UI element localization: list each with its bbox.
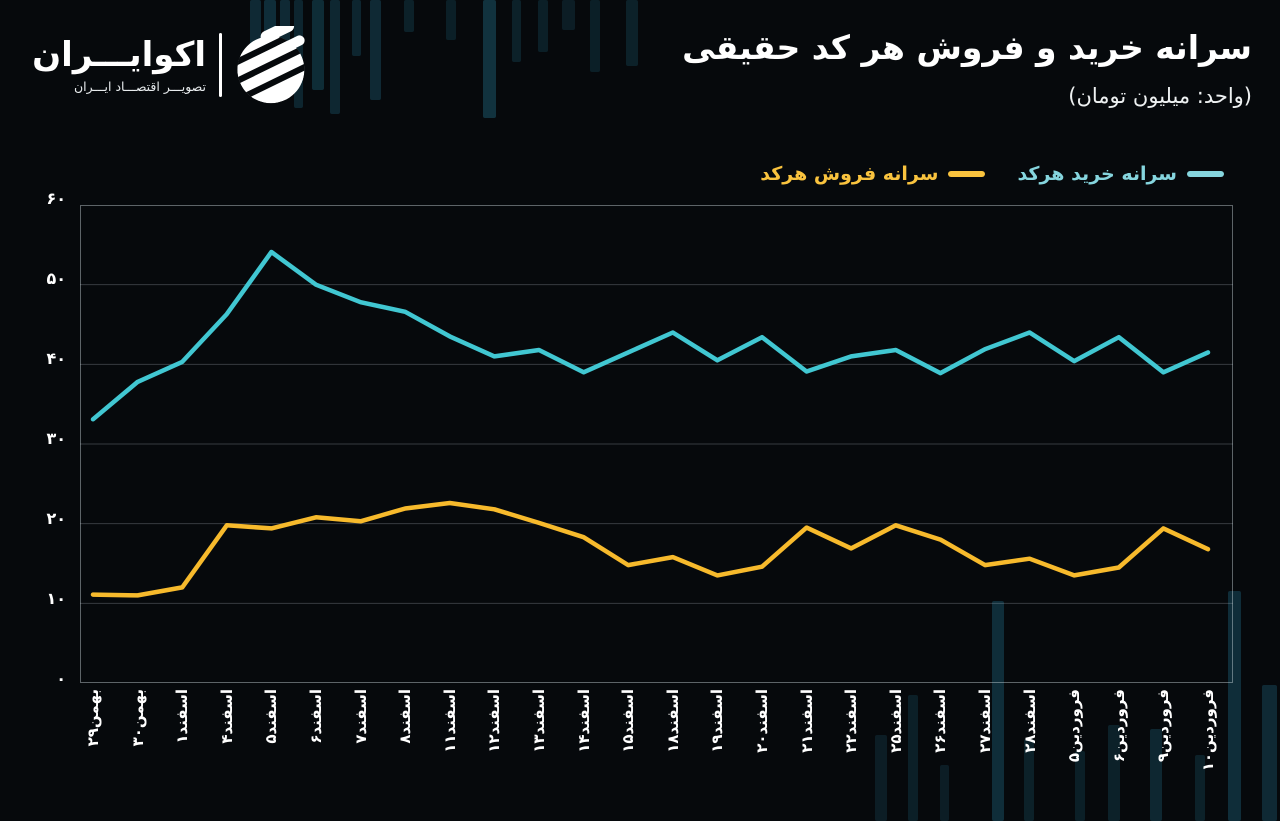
y-tick-label: ۳۰: [46, 429, 66, 448]
x-tick-label: اسفند۲۵: [886, 689, 905, 753]
logo-text-block: اکوایـــران تصویـــر اقتصـــاد ایـــران: [32, 34, 206, 95]
logo-separator: [219, 33, 222, 97]
x-tick-label: فروردین۹: [1154, 689, 1173, 763]
x-tick-label: اسفند۱: [173, 689, 192, 744]
ecoiran-logo: اکوایـــران تصویـــر اقتصـــاد ایـــران: [32, 26, 313, 104]
ecoiran-logo-icon: [237, 26, 305, 104]
x-tick-label: اسفند۱۵: [619, 689, 638, 753]
x-tick-label: فروردین۶: [1109, 689, 1128, 763]
x-tick-label: اسفند۶: [307, 689, 325, 744]
x-tick-label: فروردین۵: [1065, 689, 1084, 763]
x-tick-label: اسفند۱۱: [440, 689, 459, 753]
x-tick-label: اسفند۷: [351, 689, 370, 744]
plot-area: [80, 205, 1233, 683]
x-tick-label: اسفند۲۰: [753, 689, 771, 753]
logo-tagline: تصویـــر اقتصـــاد ایـــران: [74, 79, 206, 95]
x-tick-label: اسفند۱۲: [485, 689, 504, 753]
logo-name: اکوایـــران: [32, 34, 206, 75]
x-tick-label: اسفند۸: [396, 689, 415, 744]
legend-label-buy: سرانه خرید هرکد: [1017, 163, 1177, 185]
x-tick-label: اسفند۲۱: [797, 689, 816, 753]
x-tick-label: اسفند۵: [262, 689, 281, 744]
x-tick-label: فروردین۱۰: [1199, 689, 1217, 772]
y-tick-label: ۵۰: [46, 269, 66, 288]
buy-line-swatch: [1187, 171, 1224, 177]
title-block: سرانه خرید و فروش هر کد حقیقی (واحد: میل…: [682, 28, 1252, 108]
chart-legend: سرانه خرید هرکد سرانه فروش هرکد: [760, 163, 1224, 185]
x-tick-label: اسفند۱۹: [708, 689, 727, 753]
x-tick-label: اسفند۱۸: [663, 689, 682, 753]
x-tick-label: اسفند۱۳: [530, 689, 548, 753]
y-tick-label: ۲۰: [46, 509, 66, 528]
y-tick-label: ۱۰: [46, 589, 66, 608]
y-tick-label: ۴۰: [46, 349, 66, 368]
x-tick-label: اسفند۴: [217, 689, 236, 744]
x-tick-label: اسفند۲۶: [931, 689, 950, 753]
chart-title: سرانه خرید و فروش هر کد حقیقی: [682, 28, 1252, 67]
x-tick-label: اسفند۱۴: [574, 689, 593, 753]
line-chart: [80, 205, 1233, 683]
x-tick-label: اسفند۲۸: [1020, 689, 1039, 753]
chart-unit-subtitle: (واحد: میلیون تومان): [1068, 84, 1252, 108]
legend-item-buy: سرانه خرید هرکد: [1017, 163, 1224, 185]
y-tick-label: ۶۰: [46, 189, 66, 208]
x-tick-label: بهمن۳۰: [128, 689, 147, 747]
x-tick-label: اسفند۲۲: [842, 689, 861, 753]
y-tick-label: ۰: [56, 669, 66, 688]
x-tick-label: بهمن۲۹: [84, 689, 102, 747]
legend-item-sell: سرانه فروش هرکد: [760, 163, 986, 185]
legend-label-sell: سرانه فروش هرکد: [760, 163, 939, 185]
x-tick-label: اسفند۲۷: [976, 689, 994, 753]
sell-line-swatch: [948, 171, 986, 177]
